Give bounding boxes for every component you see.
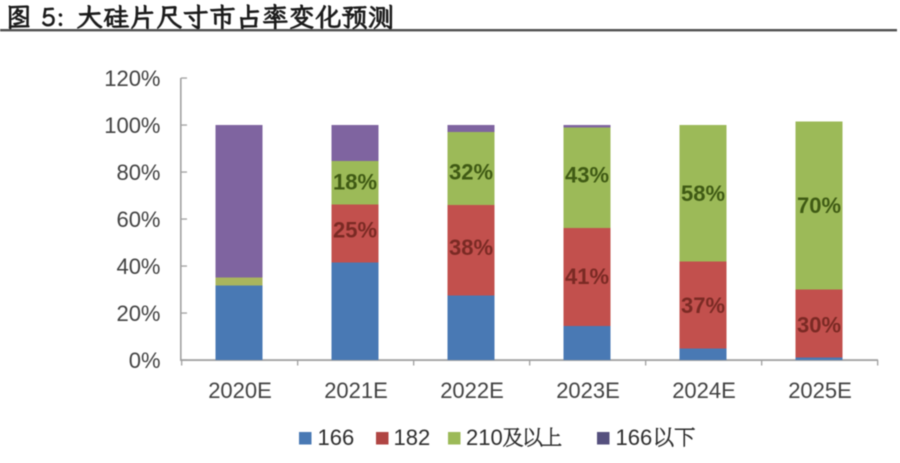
svg-text:100%: 100% — [104, 113, 160, 138]
svg-text:0%: 0% — [129, 348, 161, 373]
svg-text:166: 166 — [318, 425, 355, 450]
svg-text:20%: 20% — [116, 301, 160, 326]
svg-text:120%: 120% — [104, 66, 160, 91]
svg-text:18%: 18% — [333, 170, 377, 195]
svg-text:38%: 38% — [449, 235, 493, 260]
svg-text:2021E: 2021E — [324, 378, 388, 403]
svg-text:60%: 60% — [116, 207, 160, 232]
svg-text:30%: 30% — [797, 313, 841, 338]
svg-text:2022E: 2022E — [440, 378, 504, 403]
svg-text:41%: 41% — [565, 264, 609, 289]
svg-text:43%: 43% — [565, 163, 609, 188]
svg-text:40%: 40% — [116, 254, 160, 279]
svg-text:80%: 80% — [116, 160, 160, 185]
svg-text:2023E: 2023E — [556, 378, 620, 403]
svg-text:37%: 37% — [681, 293, 725, 318]
svg-text:2024E: 2024E — [672, 378, 736, 403]
svg-text:32%: 32% — [449, 160, 493, 185]
svg-text:166: 166 — [616, 425, 653, 450]
svg-text:210: 210 — [466, 425, 503, 450]
svg-text:58%: 58% — [681, 181, 725, 206]
svg-text:2020E: 2020E — [208, 378, 272, 403]
svg-text:182: 182 — [394, 425, 431, 450]
svg-text:70%: 70% — [797, 193, 841, 218]
svg-text:2025E: 2025E — [788, 378, 852, 403]
svg-text:25%: 25% — [333, 218, 377, 243]
